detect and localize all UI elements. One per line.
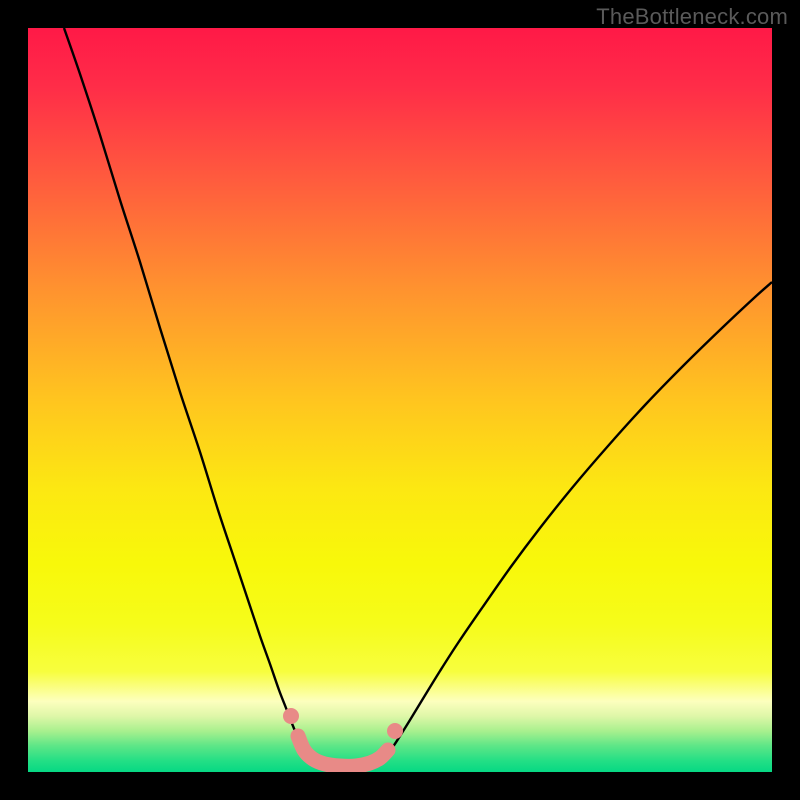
salmon-dot-0 xyxy=(283,708,299,724)
gradient-background xyxy=(28,28,772,772)
bottleneck-chart xyxy=(0,0,800,800)
chart-container: { "watermark": "TheBottleneck.com", "cha… xyxy=(0,0,800,800)
salmon-dot-1 xyxy=(387,723,403,739)
watermark-text: TheBottleneck.com xyxy=(596,4,788,30)
